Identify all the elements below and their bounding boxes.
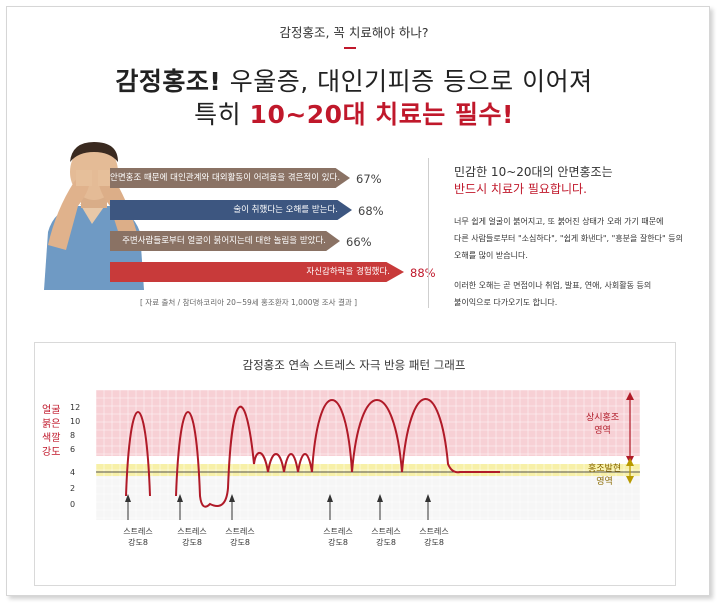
- zone-label-line: 영역: [596, 477, 613, 487]
- stimulus-arrowhead: [229, 494, 235, 502]
- survey-bar: 술이 취했다는 오해를 받는다.: [110, 200, 352, 220]
- y-tick-label: 10: [70, 417, 81, 426]
- survey-source-note: [ 자료 출처 / 참더하코리아 20~59세 홍조환자 1,000명 조사 결…: [140, 298, 358, 307]
- right-panel-paragraph: 다른 사람들로부터 "소심하다", "쉽게 화낸다", "흥분을 잘한다" 등의: [454, 234, 683, 243]
- right-panel-title: 민감한 10~20대의 안면홍조는: [454, 165, 613, 179]
- y-axis-label: 붉은: [42, 419, 61, 430]
- stimulus-label-line: 강도8: [424, 538, 444, 547]
- stimulus-label-line: 강도8: [128, 538, 148, 547]
- bracket-arrowhead: [626, 392, 634, 400]
- y-tick-label: 12: [70, 403, 81, 412]
- y-tick-label: 2: [70, 484, 76, 493]
- stimulus-arrowhead: [177, 494, 183, 502]
- chart-title: 감정홍조 연속 스트레스 자극 반응 패턴 그래프: [242, 358, 466, 372]
- stimulus-label-line: 스트레스: [123, 527, 153, 536]
- survey-bar-label: 안면홍조 때문에 대인관계와 대외활동이 어려움을 겪은적이 있다.: [110, 173, 341, 183]
- zone-label-line: 영역: [594, 426, 611, 436]
- bracket-arrowhead: [626, 476, 634, 484]
- right-panel-paragraph: 불이익으로 다가오기도 합니다.: [454, 298, 558, 307]
- stimulus-label-line: 스트레스: [225, 527, 255, 536]
- stimulus-arrowhead: [125, 494, 131, 502]
- stimulus-label-line: 스트레스: [177, 527, 207, 536]
- y-tick-label: 6: [70, 445, 76, 454]
- mid-zone-label: 홍조발현 영역: [588, 461, 621, 487]
- headline-line-2: 특히 10~20대 치료는 필수!: [0, 95, 708, 131]
- y-axis-label: 얼굴: [42, 405, 61, 416]
- stimulus-label-line: 스트레스: [419, 527, 449, 536]
- survey-bar-label: 자신감하락을 경험했다.: [306, 267, 390, 277]
- y-axis-label: 색깔: [42, 433, 61, 444]
- headline-lead: 특히: [194, 100, 250, 129]
- stimulus-label-line: 강도8: [376, 538, 396, 547]
- right-panel-paragraph: 너무 쉽게 얼굴이 붉어지고, 또 붉어진 상태가 오래 가기 때문에: [454, 217, 664, 226]
- right-panel-paragraph: 오해를 많이 받습니다.: [454, 251, 528, 260]
- survey-percent: 67%: [356, 172, 382, 186]
- stimulus-arrowhead: [425, 494, 431, 502]
- survey-bar-label: 술이 취했다는 오해를 받는다.: [233, 205, 338, 215]
- survey-bar: 안면홍조 때문에 대인관계와 대외활동이 어려움을 겪은적이 있다.: [110, 168, 350, 188]
- stimulus-arrowhead: [327, 494, 333, 502]
- headline-emphasis: 감정홍조!: [115, 67, 222, 96]
- survey-bar: 주변사람들로부터 얼굴이 붉어지는데 대한 놀림을 받았다.: [110, 231, 340, 251]
- response-curve: [125, 398, 500, 508]
- survey-bar-label: 주변사람들로부터 얼굴이 붉어지는데 대한 놀림을 받았다.: [122, 236, 326, 246]
- headline-red-emphasis: 10~20대 치료는 필수!: [249, 100, 514, 129]
- stimulus-label-line: 스트레스: [371, 527, 401, 536]
- stimulus-label-line: 스트레스: [323, 527, 353, 536]
- bracket-arrowhead: [626, 458, 634, 466]
- y-tick-label: 8: [70, 431, 76, 440]
- right-panel-title-emphasis: 반드시 치료가 필요합니다.: [454, 182, 587, 196]
- headline-line-1: 감정홍조! 우울증, 대인기피증 등으로 이어져: [0, 62, 708, 98]
- zone-label-line: 상시홍조: [586, 413, 620, 423]
- stimulus-label-line: 강도8: [328, 538, 348, 547]
- stimulus-label-line: 강도8: [230, 538, 250, 547]
- y-tick-label: 4: [70, 468, 76, 477]
- survey-bar: 자신감하락을 경험했다.: [110, 262, 404, 282]
- panel-divider: [428, 158, 429, 308]
- headline-rest: 우울증, 대인기피증 등으로 이어져: [221, 67, 593, 96]
- y-tick-label: 0: [70, 500, 76, 509]
- survey-percent: 68%: [358, 204, 384, 218]
- high-zone-label: 상시홍조 영역: [586, 410, 619, 436]
- survey-percent: 66%: [346, 235, 372, 249]
- accent-dash: [344, 47, 356, 49]
- stimulus-arrowhead: [377, 494, 383, 502]
- stimulus-label-line: 강도8: [182, 538, 202, 547]
- zone-label-line: 홍조발현: [588, 464, 622, 474]
- survey-percent: 88%: [410, 266, 436, 280]
- section-subtitle: 감정홍조, 꼭 치료해야 하나?: [279, 25, 429, 40]
- right-panel-paragraph: 이러한 오해는 곧 면접이나 취업, 발표, 연애, 사회활동 등의: [454, 281, 652, 290]
- y-axis-label: 강도: [42, 447, 61, 458]
